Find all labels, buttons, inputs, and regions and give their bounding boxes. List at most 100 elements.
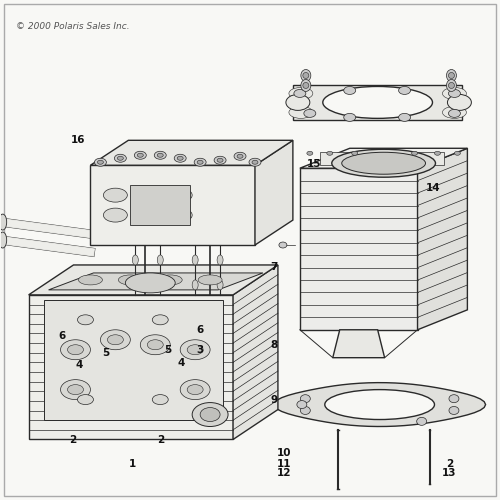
Ellipse shape bbox=[132, 255, 138, 265]
Ellipse shape bbox=[449, 394, 459, 402]
Ellipse shape bbox=[78, 394, 94, 404]
Ellipse shape bbox=[446, 70, 456, 82]
Ellipse shape bbox=[180, 380, 210, 400]
Text: 1: 1 bbox=[129, 460, 136, 469]
Ellipse shape bbox=[132, 280, 138, 290]
Ellipse shape bbox=[398, 114, 410, 122]
Bar bbox=[130, 185, 190, 225]
Ellipse shape bbox=[217, 255, 223, 265]
Ellipse shape bbox=[158, 280, 163, 290]
Ellipse shape bbox=[168, 208, 192, 222]
Text: 9: 9 bbox=[270, 394, 278, 404]
Polygon shape bbox=[333, 330, 384, 357]
Ellipse shape bbox=[416, 418, 426, 426]
Polygon shape bbox=[320, 152, 444, 165]
Text: 7: 7 bbox=[270, 262, 278, 272]
Text: 2: 2 bbox=[446, 460, 453, 469]
Ellipse shape bbox=[442, 106, 466, 118]
Ellipse shape bbox=[234, 152, 246, 160]
Ellipse shape bbox=[307, 152, 313, 156]
Ellipse shape bbox=[114, 154, 126, 162]
Text: 16: 16 bbox=[70, 136, 85, 145]
Ellipse shape bbox=[60, 340, 90, 359]
Ellipse shape bbox=[294, 90, 306, 98]
Text: 12: 12 bbox=[276, 468, 291, 478]
Ellipse shape bbox=[448, 90, 460, 98]
Ellipse shape bbox=[194, 158, 206, 166]
Polygon shape bbox=[233, 265, 278, 440]
Ellipse shape bbox=[152, 394, 168, 404]
Ellipse shape bbox=[303, 72, 309, 78]
Ellipse shape bbox=[192, 280, 198, 290]
Ellipse shape bbox=[98, 160, 103, 164]
Ellipse shape bbox=[327, 152, 333, 156]
Ellipse shape bbox=[100, 330, 130, 349]
Ellipse shape bbox=[279, 242, 287, 248]
Ellipse shape bbox=[454, 152, 460, 156]
Ellipse shape bbox=[297, 400, 307, 408]
Ellipse shape bbox=[177, 156, 183, 160]
Ellipse shape bbox=[200, 408, 220, 422]
Ellipse shape bbox=[126, 273, 175, 293]
Text: 8: 8 bbox=[270, 340, 278, 349]
Ellipse shape bbox=[301, 70, 311, 82]
Ellipse shape bbox=[60, 380, 90, 400]
Polygon shape bbox=[90, 165, 255, 245]
Polygon shape bbox=[300, 148, 468, 168]
Ellipse shape bbox=[303, 82, 309, 88]
Ellipse shape bbox=[217, 158, 223, 162]
Ellipse shape bbox=[154, 152, 166, 160]
Ellipse shape bbox=[237, 154, 243, 158]
Text: 2: 2 bbox=[156, 436, 164, 446]
Ellipse shape bbox=[138, 154, 143, 158]
Ellipse shape bbox=[442, 88, 466, 100]
Ellipse shape bbox=[0, 232, 6, 248]
Ellipse shape bbox=[342, 152, 425, 174]
Ellipse shape bbox=[134, 152, 146, 160]
Ellipse shape bbox=[68, 384, 84, 394]
Text: 5: 5 bbox=[164, 344, 172, 354]
Ellipse shape bbox=[118, 275, 142, 285]
Ellipse shape bbox=[104, 188, 128, 202]
Ellipse shape bbox=[412, 152, 418, 156]
Ellipse shape bbox=[300, 394, 310, 402]
Ellipse shape bbox=[108, 335, 124, 344]
Ellipse shape bbox=[304, 110, 316, 118]
Ellipse shape bbox=[187, 344, 203, 354]
Polygon shape bbox=[44, 300, 223, 420]
Ellipse shape bbox=[301, 80, 311, 92]
Text: 4: 4 bbox=[76, 360, 83, 370]
Ellipse shape bbox=[449, 406, 459, 414]
Ellipse shape bbox=[140, 335, 170, 354]
Ellipse shape bbox=[300, 406, 310, 414]
Polygon shape bbox=[28, 295, 233, 440]
Ellipse shape bbox=[197, 160, 203, 164]
Ellipse shape bbox=[0, 214, 6, 230]
Text: © 2000 Polaris Sales Inc.: © 2000 Polaris Sales Inc. bbox=[16, 22, 130, 30]
Ellipse shape bbox=[187, 384, 203, 394]
Ellipse shape bbox=[168, 188, 192, 202]
Ellipse shape bbox=[174, 154, 186, 162]
Text: 15: 15 bbox=[306, 159, 321, 169]
Text: 6: 6 bbox=[196, 325, 204, 335]
Ellipse shape bbox=[448, 72, 454, 78]
Polygon shape bbox=[28, 265, 278, 295]
Ellipse shape bbox=[249, 158, 261, 166]
Text: 5: 5 bbox=[102, 348, 109, 358]
Text: 14: 14 bbox=[426, 182, 441, 192]
Ellipse shape bbox=[158, 255, 163, 265]
Ellipse shape bbox=[398, 86, 410, 94]
Ellipse shape bbox=[78, 315, 94, 325]
Ellipse shape bbox=[217, 280, 223, 290]
Text: 11: 11 bbox=[276, 460, 291, 469]
Text: 3: 3 bbox=[196, 344, 204, 354]
Ellipse shape bbox=[352, 152, 358, 156]
Ellipse shape bbox=[158, 154, 163, 158]
Ellipse shape bbox=[332, 150, 436, 177]
Polygon shape bbox=[300, 168, 418, 330]
Ellipse shape bbox=[68, 344, 84, 354]
Ellipse shape bbox=[448, 82, 454, 88]
Ellipse shape bbox=[214, 156, 226, 164]
Polygon shape bbox=[90, 140, 293, 165]
Ellipse shape bbox=[446, 80, 456, 92]
